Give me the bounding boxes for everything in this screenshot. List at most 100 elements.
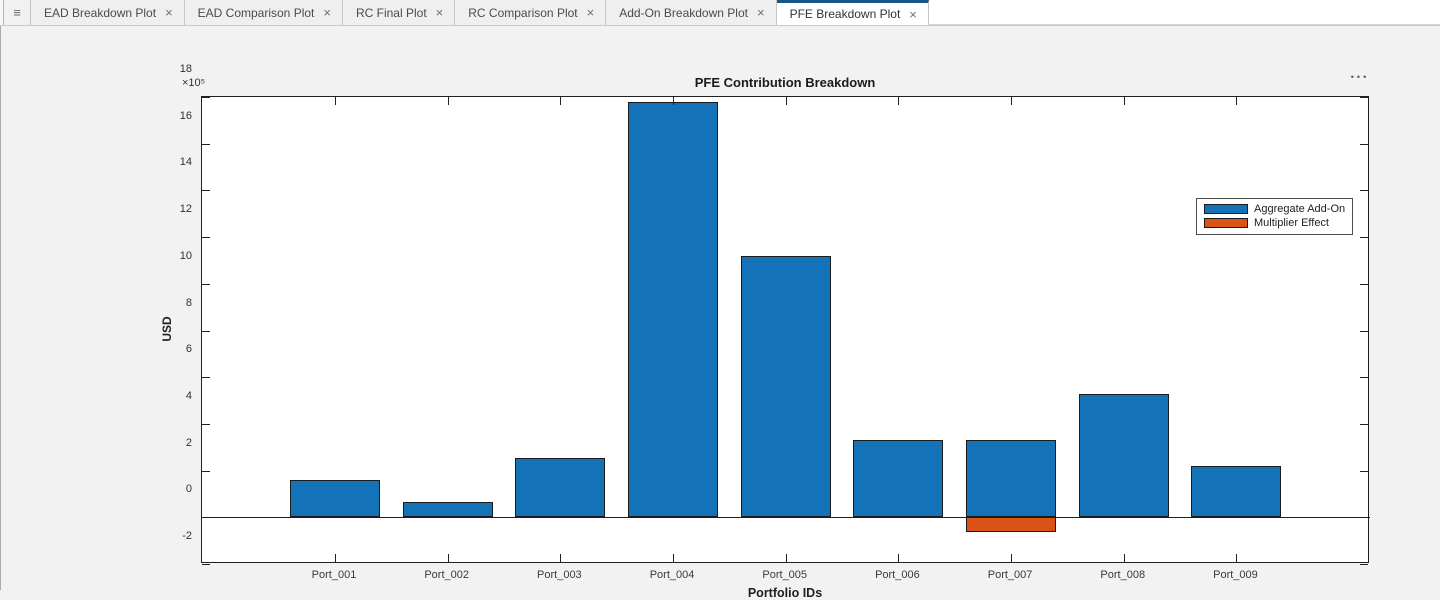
x-tick-mark (1123, 97, 1125, 105)
legend-item: Multiplier Effect (1204, 216, 1345, 230)
y-tick-mark (202, 377, 210, 379)
bar-aggregate-addon-Port_004[interactable] (628, 101, 719, 518)
tab-pfe-breakdown-plot[interactable]: PFE Breakdown Plot × (776, 0, 929, 25)
bar-aggregate-addon-Port_002[interactable] (402, 501, 493, 518)
x-tick-mark (335, 97, 336, 105)
y-tick-label: 8 (185, 296, 192, 309)
close-icon[interactable]: × (435, 5, 444, 20)
legend-swatch-blue (1204, 204, 1248, 214)
tab-ead-breakdown-plot[interactable]: EAD Breakdown Plot × (31, 0, 185, 25)
tab-menu-button[interactable]: ≡ (4, 0, 31, 25)
bar-aggregate-addon-Port_003[interactable] (515, 457, 606, 518)
y-tick-mark (1360, 237, 1368, 239)
y-tick-mark (1360, 190, 1368, 192)
hamburger-icon: ≡ (13, 5, 21, 20)
x-tick-mark (560, 554, 562, 562)
x-tick-label: Port_002 (424, 569, 469, 581)
x-tick-mark (447, 97, 449, 105)
y-tick-mark (1360, 97, 1368, 98)
bar-multiplier-effect-Port_007[interactable] (966, 517, 1057, 533)
bar-aggregate-addon-Port_008[interactable] (1078, 393, 1169, 518)
x-tick-mark (1123, 554, 1125, 562)
x-tick-mark (335, 554, 336, 562)
tab-list: EAD Breakdown Plot × EAD Comparison Plot × R… (31, 0, 929, 25)
y-tick-mark (1360, 423, 1368, 425)
close-icon[interactable]: × (586, 5, 595, 20)
legend-label: Multiplier Effect (1254, 217, 1329, 229)
bar-aggregate-addon-Port_007[interactable] (966, 439, 1057, 518)
x-tick-label: Port_009 (1213, 569, 1258, 581)
x-tick-label: Port_001 (311, 569, 357, 581)
y-tick-mark (202, 564, 210, 565)
plot-area (201, 96, 1370, 565)
y-tick-mark (1360, 143, 1368, 145)
panel-splitter[interactable] (0, 0, 4, 25)
x-tick-mark (673, 554, 675, 562)
legend[interactable]: Aggregate Add-On Multiplier Effect (1196, 198, 1354, 235)
x-tick-label: Port_006 (875, 569, 920, 581)
x-tick-mark (785, 97, 787, 105)
bar-aggregate-addon-Port_001[interactable] (290, 479, 380, 518)
tab-bar-empty-space (928, 0, 1440, 25)
y-tick-label: 16 (179, 109, 192, 122)
y-tick-mark (202, 97, 210, 98)
tab-bar: ≡ EAD Breakdown Plot × EAD Comparison Plot… (0, 0, 1440, 26)
x-tick-label: Port_005 (762, 569, 808, 581)
y-tick-mark (1360, 470, 1368, 472)
x-tick-mark (673, 97, 675, 105)
y-tick-label: 6 (185, 343, 192, 356)
y-tick-label: 4 (185, 389, 192, 402)
y-tick-mark (1360, 564, 1368, 565)
legend-swatch-orange (1204, 218, 1248, 228)
tab-ead-comparison-plot[interactable]: EAD Comparison Plot × (184, 0, 343, 25)
y-tick-label: -2 (182, 530, 192, 542)
tab-label: EAD Breakdown Plot (44, 5, 157, 20)
y-tick-label: 12 (179, 203, 192, 216)
y-tick-label: 10 (179, 249, 192, 262)
zero-baseline (202, 517, 1370, 519)
tab-label: EAD Comparison Plot (197, 5, 315, 20)
tab-add-on-breakdown-plot[interactable]: Add-On Breakdown Plot × (606, 0, 777, 25)
x-tick-mark (898, 97, 900, 105)
x-tick-label: Port_003 (537, 569, 582, 581)
y-tick-mark (202, 470, 210, 472)
legend-item: Aggregate Add-On (1204, 202, 1345, 216)
y-tick-mark (202, 423, 210, 425)
tab-label: RC Final Plot (355, 5, 427, 20)
x-tick-mark (1011, 554, 1013, 562)
y-tick-mark (1360, 377, 1368, 379)
axes-toolbar-ellipsis-icon[interactable]: ••• (1350, 72, 1370, 82)
close-icon[interactable]: × (756, 5, 765, 20)
y-tick-label: 18 (179, 63, 192, 75)
y-axis-exponent: ×10⁵ (182, 77, 206, 89)
tab-rc-comparison-plot[interactable]: RC Comparison Plot × (455, 0, 607, 25)
x-tick-mark (898, 554, 900, 562)
x-tick-mark (785, 554, 787, 562)
x-tick-mark (560, 97, 562, 105)
bar-aggregate-addon-Port_005[interactable] (740, 255, 831, 518)
x-tick-label: Port_008 (1100, 569, 1146, 581)
x-tick-mark (1011, 97, 1013, 105)
tab-label: PFE Breakdown Plot (789, 7, 901, 21)
x-tick-label: Port_004 (649, 569, 695, 581)
y-tick-label: 0 (185, 483, 192, 496)
chart-title: PFE Contribution Breakdown (694, 75, 876, 90)
figure-canvas: PFE Contribution Breakdown ••• ×10⁵ USD … (0, 26, 1440, 600)
x-axis-label: Portfolio IDs (747, 586, 823, 600)
y-tick-mark (202, 517, 210, 519)
bar-aggregate-addon-Port_009[interactable] (1191, 466, 1282, 518)
x-tick-mark (447, 554, 449, 562)
bar-aggregate-addon-Port_006[interactable] (853, 439, 944, 518)
x-tick-mark (1236, 97, 1238, 105)
y-tick-mark (1360, 330, 1368, 332)
close-icon[interactable]: × (323, 5, 331, 20)
y-tick-mark (1360, 517, 1368, 519)
y-tick-mark (202, 143, 210, 145)
close-icon[interactable]: × (165, 5, 173, 20)
y-tick-label: 2 (185, 436, 192, 449)
tab-rc-final-plot[interactable]: RC Final Plot × (342, 0, 456, 25)
y-tick-mark (202, 283, 210, 285)
close-icon[interactable]: × (909, 6, 917, 22)
tab-label: Add-On Breakdown Plot (619, 5, 748, 20)
